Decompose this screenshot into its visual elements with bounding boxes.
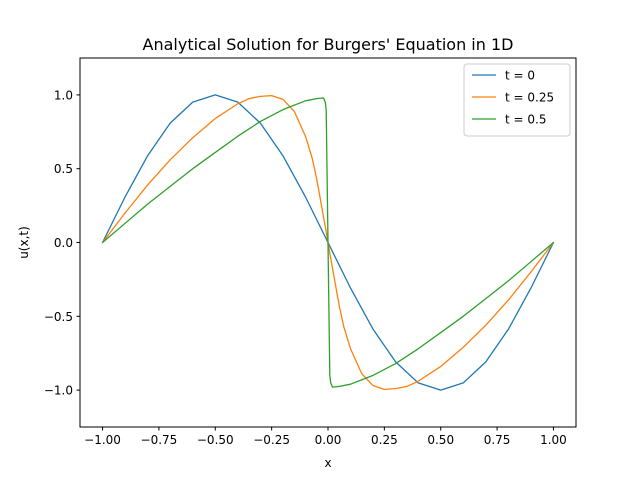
x-tick-label: 0.50 — [427, 433, 454, 447]
legend-box — [463, 63, 571, 137]
x-axis-label: x — [324, 456, 331, 470]
chart-title: Analytical Solution for Burgers' Equatio… — [143, 35, 514, 54]
x-tick-label: 0.25 — [371, 433, 398, 447]
y-axis-label: u(x,t) — [17, 226, 31, 259]
legend: t = 0 t = 0.25 t = 0.5 — [463, 63, 571, 137]
series-line — [101, 97, 555, 388]
x-tick-label: 0.75 — [484, 433, 511, 447]
y-tick-label: 0.0 — [54, 236, 73, 250]
legend-label: t = 0 — [505, 69, 535, 83]
legend-label: t = 0.25 — [505, 91, 554, 105]
x-tick-label: −1.00 — [84, 433, 121, 447]
y-tick-label: −1.0 — [44, 384, 73, 398]
x-tick-label: 1.00 — [540, 433, 567, 447]
x-tick-label: −0.25 — [253, 433, 290, 447]
y-tick-label: 1.0 — [54, 88, 73, 102]
plot-area — [101, 94, 555, 391]
x-tick-label: −0.50 — [197, 433, 234, 447]
y-tick-label: 0.5 — [54, 162, 73, 176]
x-tick-label: −0.75 — [141, 433, 178, 447]
y-tick-label: −0.5 — [44, 310, 73, 324]
legend-label: t = 0.5 — [505, 113, 546, 127]
x-tick-label: 0.00 — [315, 433, 342, 447]
